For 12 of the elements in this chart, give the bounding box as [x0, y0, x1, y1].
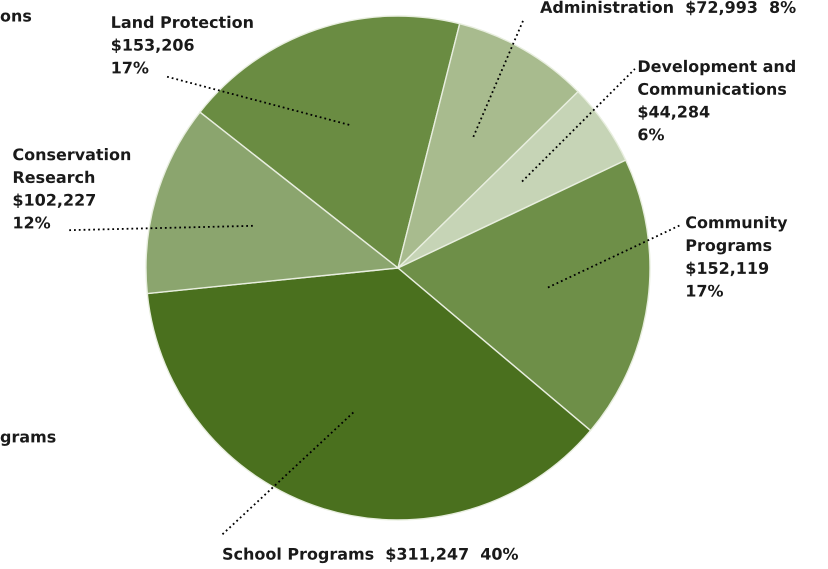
data-label: $153,206 17%: [112, 38, 194, 74]
slice-label: School Programs $311,247 40%: [223, 547, 518, 564]
data-label: $44,284 6%: [638, 105, 710, 140]
text: grams: [0, 433, 56, 446]
data-label: $152,119 17%: [686, 262, 768, 297]
slice-label: Community Programs: [686, 216, 788, 254]
slice-label: Conservation Research: [13, 148, 130, 184]
slice-label: Development and Communications: [638, 60, 795, 95]
text: ons: [0, 12, 32, 22]
slice-label: Administration $72,993 8%: [540, 0, 796, 16]
data-label: $102,227 12%: [14, 194, 96, 229]
slice-label: Land Protection: [112, 16, 253, 28]
